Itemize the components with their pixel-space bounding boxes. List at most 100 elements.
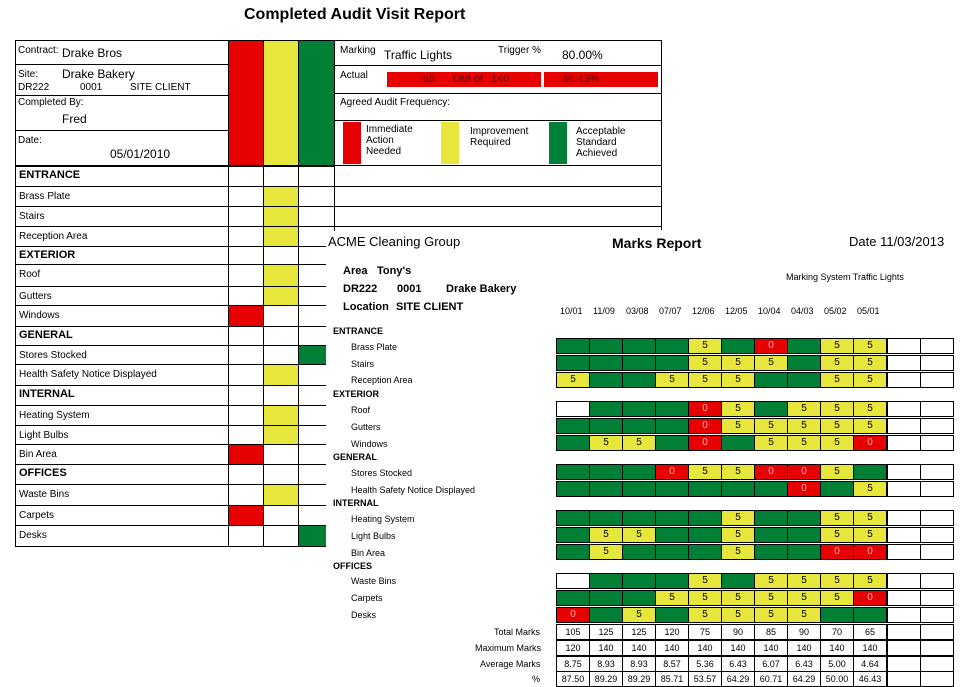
audit-mark-cell — [228, 464, 264, 485]
audit-title: Completed Audit Visit Report — [244, 6, 466, 23]
mark-cell: 5 — [853, 418, 887, 434]
audit-row-label-cell — [15, 264, 229, 287]
mark-cell — [787, 510, 821, 526]
totals-cell: 50.00 — [820, 671, 854, 687]
audit-mark-cell — [263, 385, 299, 406]
mark-cell: 5 — [721, 401, 755, 417]
mark-cell — [589, 481, 623, 497]
actual-score: 65 — [423, 73, 436, 85]
audit-row-label: Carpets — [19, 510, 55, 521]
mark-cell: 5 — [754, 590, 788, 606]
mark-cell: 5 — [721, 590, 755, 606]
totals-cell: 46.43 — [853, 671, 887, 687]
audit-row-label-cell — [15, 206, 229, 227]
totals-cell: 4.64 — [853, 656, 887, 672]
date-header: 10/04 — [758, 306, 781, 316]
totals-cell: 140 — [754, 640, 788, 656]
header-red-column — [228, 40, 264, 166]
mark-cell: 5 — [589, 544, 623, 560]
mark-cell — [920, 372, 954, 388]
mark-cell — [920, 435, 954, 451]
report-date: Date 11/03/2013 — [849, 234, 945, 249]
mark-cell — [787, 355, 821, 371]
totals-cell: 85 — [754, 624, 788, 640]
mark-cell — [920, 590, 954, 606]
mark-cell: 0 — [853, 590, 887, 606]
mark-cell: 5 — [688, 372, 722, 388]
site-label: Site: — [18, 69, 39, 80]
site-code: DR222 — [18, 82, 50, 93]
mark-cell: 5 — [688, 573, 722, 589]
mark-cell — [920, 338, 954, 354]
date-header: 03/08 — [626, 306, 649, 316]
totals-cell — [887, 640, 921, 656]
audit-mark-cell — [263, 425, 299, 445]
mark-cell — [688, 510, 722, 526]
mark-cell — [655, 355, 689, 371]
audit-mark-cell — [228, 425, 264, 445]
totals-cell: 120 — [556, 640, 590, 656]
mark-cell — [655, 607, 689, 623]
mark-cell: 0 — [688, 401, 722, 417]
totals-cell: 140 — [721, 640, 755, 656]
mark-cell: 5 — [820, 573, 854, 589]
mark-cell — [887, 435, 921, 451]
mark-cell — [556, 544, 590, 560]
mark-cell — [754, 481, 788, 497]
mark-cell — [589, 401, 623, 417]
site-num: 0001 — [80, 82, 103, 93]
totals-cell: 140 — [655, 640, 689, 656]
mark-cell — [655, 481, 689, 497]
mark-cell: 0 — [820, 544, 854, 560]
mark-cell: 5 — [655, 372, 689, 388]
marks-item-label: Waste Bins — [351, 576, 397, 586]
completed-label: Completed By: — [18, 97, 84, 108]
mark-cell: 0 — [787, 464, 821, 480]
legend-green-swatch — [549, 122, 567, 164]
audit-mark-cell — [228, 364, 264, 386]
mark-cell — [920, 355, 954, 371]
mark-cell: 5 — [853, 355, 887, 371]
date-header: 05/02 — [824, 306, 847, 316]
date-value: 05/01/2010 — [110, 147, 171, 161]
mark-cell — [754, 544, 788, 560]
mark-cell: 5 — [688, 338, 722, 354]
mark-cell: 5 — [787, 573, 821, 589]
mark-cell — [556, 573, 590, 589]
mark-cell: 0 — [853, 544, 887, 560]
mark-cell: 0 — [556, 607, 590, 623]
totals-cell: 70 — [820, 624, 854, 640]
mark-cell — [556, 435, 590, 451]
site-client: SITE CLIENT — [130, 82, 191, 93]
actual-score-bar: 65 Out of 140 — [387, 72, 541, 87]
mark-cell — [688, 481, 722, 497]
totals-cell: 64.29 — [787, 671, 821, 687]
mark-cell — [589, 464, 623, 480]
audit-mark-cell — [298, 206, 335, 227]
audit-mark-cell — [263, 186, 299, 207]
mark-cell — [556, 355, 590, 371]
date-header: 07/07 — [659, 306, 682, 316]
mark-cell — [655, 510, 689, 526]
mark-cell — [887, 418, 921, 434]
mark-cell: 5 — [754, 607, 788, 623]
mark-cell: 5 — [853, 510, 887, 526]
mark-cell — [754, 527, 788, 543]
mark-cell — [556, 590, 590, 606]
mark-cell: 5 — [688, 355, 722, 371]
mark-cell — [556, 527, 590, 543]
mark-cell: 0 — [754, 338, 788, 354]
mark-cell — [622, 481, 656, 497]
mark-cell — [887, 355, 921, 371]
mark-cell — [920, 401, 954, 417]
mark-cell — [655, 527, 689, 543]
audit-mark-cell — [228, 484, 264, 506]
totals-cell: 65 — [853, 624, 887, 640]
mark-cell: 5 — [589, 527, 623, 543]
mark-cell — [622, 510, 656, 526]
totals-cell — [920, 656, 954, 672]
totals-cell: 140 — [820, 640, 854, 656]
mark-cell: 5 — [820, 435, 854, 451]
mark-cell — [622, 355, 656, 371]
mark-cell: 5 — [853, 338, 887, 354]
